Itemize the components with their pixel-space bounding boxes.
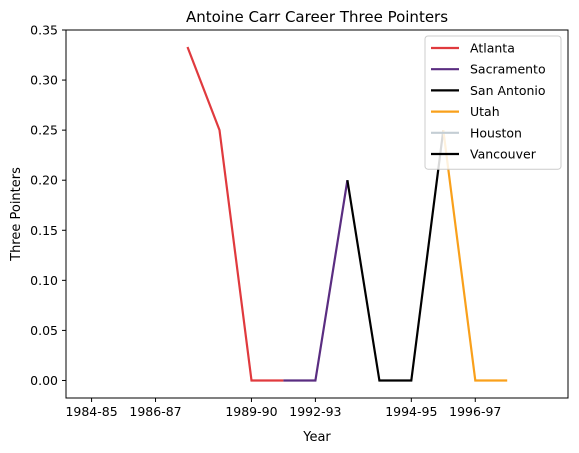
series-lines (186, 46, 508, 382)
plot-frame (65, 29, 569, 399)
x-tick-label: 1992-93 (289, 404, 341, 419)
series-line-atlanta (186, 46, 284, 382)
legend-label: San Antonio (470, 83, 546, 98)
y-tick-label: 0.25 (30, 123, 58, 138)
legend-label: Sacramento (470, 62, 546, 77)
x-tick-label: 1996-97 (449, 404, 501, 419)
x-tick-label: 1986-87 (129, 404, 181, 419)
x-tick-label: 1989-90 (225, 404, 277, 419)
y-tick-label: 0.05 (30, 323, 58, 338)
y-tick-label: 0.20 (30, 173, 58, 188)
y-tick-label: 0.15 (30, 223, 58, 238)
legend-label: Atlanta (470, 41, 515, 56)
y-tick-label: 0.00 (30, 373, 58, 388)
y-axis: 0.00 0.05 0.10 0.15 0.20 0.25 0.30 0.35 (30, 23, 66, 388)
y-axis-label: Three Pointers (9, 167, 24, 262)
legend-label: Utah (470, 104, 500, 119)
legend-label: Vancouver (470, 147, 537, 162)
series-line-san-antonio (346, 129, 445, 382)
y-tick-label: 0.30 (30, 73, 58, 88)
y-tick-label: 0.35 (30, 23, 58, 38)
legend-label: Houston (470, 125, 522, 140)
x-tick-label: 1994-95 (385, 404, 437, 419)
x-tick-label: 1984-85 (65, 404, 117, 419)
x-axis: 1984-85 1986-87 1989-90 1992-93 1994-95 1996-… (65, 398, 501, 419)
x-axis-label: Year (302, 430, 331, 445)
legend: Atlanta Sacramento San Antonio Utah Houston V… (424, 35, 562, 170)
chart-title: Antoine Carr Career Three Pointers (186, 8, 448, 26)
series-line-sacramento (283, 180, 349, 382)
series-line-utah (442, 129, 508, 382)
y-tick-label: 0.10 (30, 273, 58, 288)
